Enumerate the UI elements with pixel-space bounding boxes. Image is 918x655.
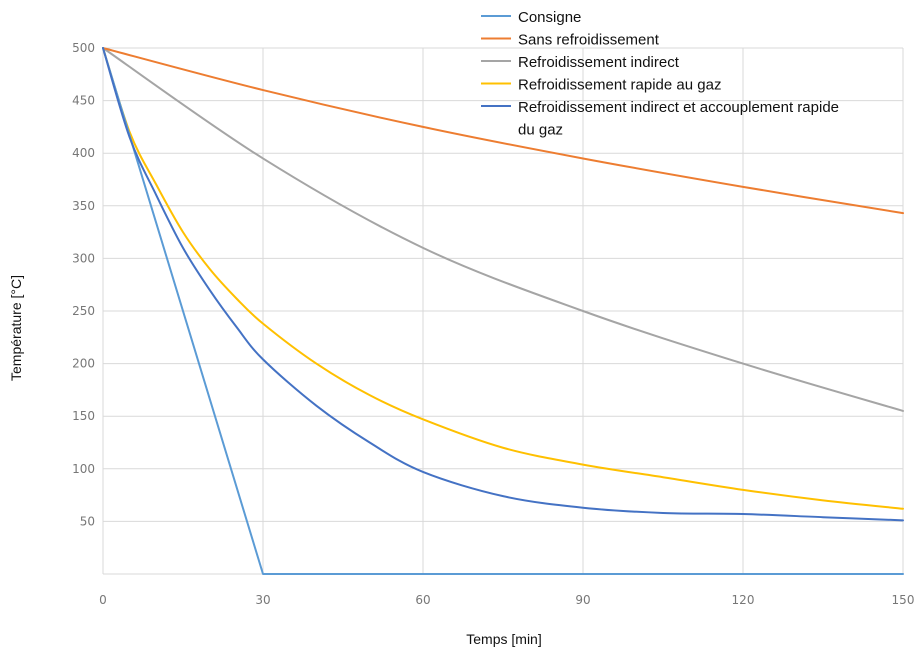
y-tick-label: 200 <box>72 357 95 371</box>
x-tick-label: 60 <box>415 593 430 607</box>
x-tick-label: 120 <box>732 593 755 607</box>
series-line-4 <box>102 47 904 522</box>
legend-label-2: Refroidissement indirect <box>518 54 680 71</box>
series-line-0 <box>102 47 904 575</box>
legend: Consigne Sans refroidissement Refroidissem… <box>481 9 839 139</box>
y-tick-label: 400 <box>72 146 95 160</box>
series-line-3 <box>102 47 904 510</box>
series-line-2 <box>102 47 904 412</box>
x-tick-label: 150 <box>892 593 915 607</box>
x-axis-label: Temps [min] <box>466 631 541 647</box>
y-tick-label: 150 <box>72 409 95 423</box>
legend-label-4-line-0: Refroidissement indirect et accouplement… <box>518 99 839 116</box>
legend-label-0: Consigne <box>518 9 581 26</box>
y-tick-label: 350 <box>72 199 95 213</box>
x-tick-label: 90 <box>575 593 590 607</box>
tick-labels: 50 100 150 200 250 300 350 400 450 500 0 30 60 90 120 1… <box>72 41 914 607</box>
y-axis-label: Température [°C] <box>8 275 24 381</box>
legend-label-4-line-1: du gaz <box>518 122 563 139</box>
y-tick-label: 450 <box>72 94 95 108</box>
series-lines <box>102 47 904 575</box>
series-line-1 <box>102 47 904 215</box>
legend-label-1: Sans refroidissement <box>518 32 660 49</box>
legend-label-3: Refroidissement rapide au gaz <box>518 77 721 94</box>
y-tick-label: 100 <box>72 462 95 476</box>
y-tick-label: 250 <box>72 304 95 318</box>
x-tick-label: 0 <box>99 593 107 607</box>
y-tick-label: 50 <box>80 514 95 528</box>
x-tick-label: 30 <box>255 593 270 607</box>
y-tick-label: 300 <box>72 251 95 265</box>
y-tick-label: 500 <box>72 41 95 55</box>
